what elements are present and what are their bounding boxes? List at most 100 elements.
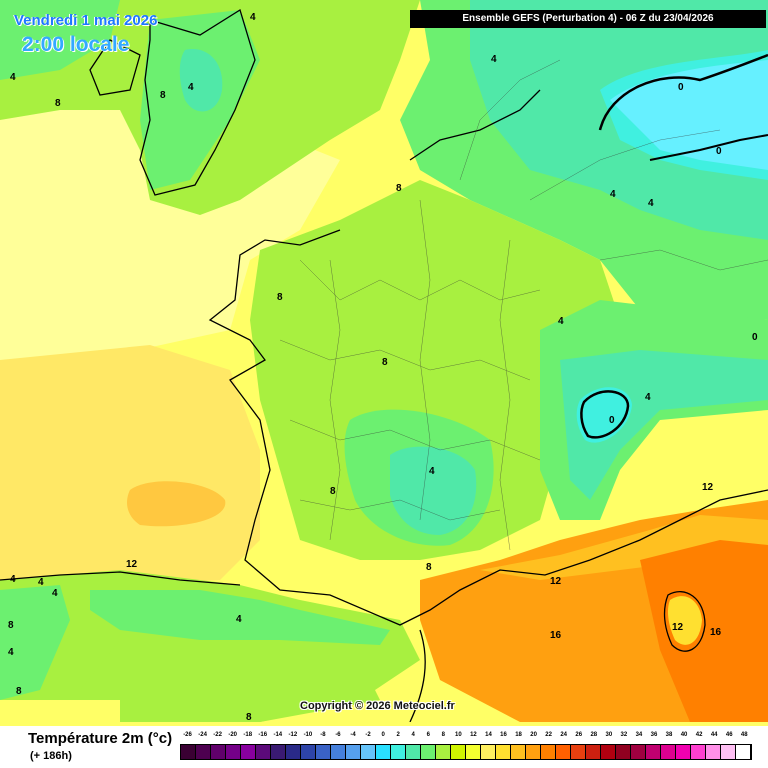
scale-label: 38 [665, 732, 673, 738]
scale-swatch [406, 745, 421, 759]
legend: Température 2m (°c) (+ 186h) -26 -24 -22 -2… [0, 726, 768, 768]
scale-swatch [421, 745, 436, 759]
contour-label: 4 [558, 316, 564, 327]
scale-label: 6 [426, 732, 430, 738]
scale-label: 44 [710, 732, 718, 738]
scale-label: -18 [243, 732, 253, 738]
copyright-notice: Copyright © 2026 Meteociel.fr [300, 700, 455, 712]
scale-swatch [721, 745, 736, 759]
scale-label: 40 [680, 732, 688, 738]
scale-swatch [676, 745, 691, 759]
scale-label: 36 [650, 732, 658, 738]
scale-label: 2 [396, 732, 400, 738]
contour-label: 4 [10, 72, 16, 83]
scale-label: 32 [620, 732, 628, 738]
scale-label: -12 [288, 732, 298, 738]
contour-label: 0 [716, 146, 722, 157]
contour-label: 8 [382, 357, 388, 368]
scale-label: 18 [515, 732, 522, 738]
scale-swatch [631, 745, 646, 759]
contour-label: 4 [645, 392, 651, 403]
scale-swatch [601, 745, 616, 759]
scale-label: -26 [183, 732, 192, 738]
contour-label: 12 [672, 622, 684, 633]
contour-label: 4 [236, 614, 242, 625]
scale-swatch [346, 745, 361, 759]
scale-swatch [376, 745, 391, 759]
scale-swatch [616, 745, 631, 759]
contour-label: 4 [648, 198, 654, 209]
contour-label: 4 [8, 647, 14, 658]
scale-swatch [361, 745, 376, 759]
scale-label: 22 [545, 732, 552, 738]
contour-label: 4 [429, 466, 435, 477]
scale-label: -6 [335, 732, 341, 738]
contour-label: 12 [702, 482, 714, 493]
scale-swatch [316, 745, 331, 759]
scale-label: 8 [441, 732, 445, 738]
scale-swatch [286, 745, 301, 759]
forecast-date: Vendredi 1 mai 2026 [14, 12, 158, 29]
contour-label: 4 [491, 54, 497, 65]
contour-label: 16 [710, 627, 722, 638]
contour-label: 12 [550, 576, 562, 587]
scale-label: 24 [560, 732, 568, 738]
contour-label: 8 [330, 486, 336, 497]
scale-swatch [256, 745, 271, 759]
scale-label: 14 [485, 732, 492, 738]
scale-label: -20 [228, 732, 237, 738]
legend-title: Température 2m (°c) [28, 730, 173, 747]
scale-swatch [301, 745, 316, 759]
scale-swatch [466, 745, 481, 759]
scale-swatch [706, 745, 721, 759]
contour-label: 8 [160, 90, 166, 101]
scale-swatch [541, 745, 556, 759]
contour-label: 4 [188, 82, 194, 93]
color-scale: -26 -24 -22 -20 -18 -16 -14 -12 -10 -8 -6 -4 -2 0 2 4 6 8… [180, 732, 752, 760]
scale-swatch [391, 745, 406, 759]
contour-label: 4 [610, 189, 616, 200]
scale-swatch [451, 745, 466, 759]
scale-swatch [526, 745, 541, 759]
contour-label: 16 [550, 630, 562, 641]
contour-label: 0 [609, 415, 615, 426]
contour-label: 4 [38, 577, 44, 588]
scale-swatch [661, 745, 676, 759]
scale-label: -8 [320, 732, 326, 738]
scale-swatch [571, 745, 586, 759]
contour-label: 4 [250, 12, 256, 23]
scale-label: 42 [695, 732, 703, 738]
scale-label: 26 [575, 732, 583, 738]
scale-label: 30 [605, 732, 613, 738]
scale-label: 0 [381, 732, 385, 738]
scale-swatch [496, 745, 511, 759]
scale-label: 4 [411, 732, 415, 738]
scale-swatch [736, 745, 751, 759]
scale-swatch [436, 745, 451, 759]
contour-label: 0 [678, 82, 684, 93]
scale-label: 16 [500, 732, 507, 738]
scale-swatch [196, 745, 211, 759]
scale-swatch [181, 745, 196, 759]
contour-label: 8 [246, 712, 252, 722]
scale-swatches [180, 744, 752, 760]
contour-label: 4 [10, 574, 16, 585]
forecast-time: 2:00 locale [22, 33, 130, 56]
temperature-map: 4 8 4 8 4 4 0 0 8 4 4 0 4 8 4 0 4 8 8 12… [0, 0, 768, 722]
scale-label: -2 [365, 732, 371, 738]
run-banner: Ensemble GEFS (Perturbation 4) - 06 Z du… [410, 10, 766, 28]
scale-swatch [556, 745, 571, 759]
scale-label: -24 [198, 732, 207, 738]
contour-label: 12 [126, 559, 138, 570]
scale-swatch [211, 745, 226, 759]
scale-swatch [331, 745, 346, 759]
scale-label: -14 [273, 732, 283, 738]
scale-swatch [481, 745, 496, 759]
contour-label: 8 [16, 686, 22, 697]
scale-label: 20 [530, 732, 537, 738]
scale-label: -16 [258, 732, 268, 738]
legend-subtitle: (+ 186h) [30, 750, 72, 762]
scale-label: -22 [213, 732, 222, 738]
scale-swatch [646, 745, 661, 759]
scale-swatch [226, 745, 241, 759]
